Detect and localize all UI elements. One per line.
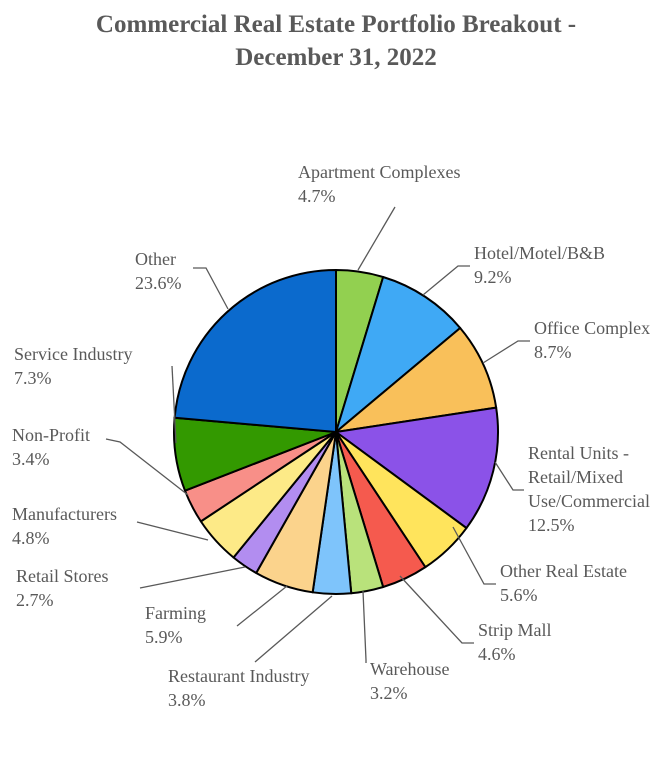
data-label-retail-stores: Retail Stores 2.7% — [16, 566, 109, 610]
leader-line-farming — [236, 585, 288, 627]
slice-office-complex — [335, 326, 498, 433]
data-label-percent: 12.5% — [528, 515, 575, 535]
data-label-other: Other 23.6% — [135, 249, 182, 293]
slice-rental-units-retail-mixed-use-commercial — [335, 406, 499, 530]
data-label-percent: 8.7% — [534, 342, 572, 362]
leader-line-manufacturers — [136, 521, 209, 541]
leader-line-retail-stores — [139, 566, 246, 589]
slice-other — [173, 269, 337, 433]
chart-title: Commercial Real Estate Portfolio Breakou… — [0, 8, 672, 74]
data-label-category: Apartment Complexes — [298, 162, 460, 182]
data-label-percent: 3.8% — [168, 690, 206, 710]
leader-line-other — [193, 267, 229, 310]
data-label-category: Service Industry — [14, 344, 132, 364]
data-label-warehouse: Warehouse 3.2% — [370, 659, 450, 703]
leader-line-apartment-complexes — [357, 206, 396, 271]
data-label-percent: 9.2% — [474, 267, 512, 287]
leader-line-rental-units-retail-mixed-use-commercial — [494, 461, 524, 491]
slice-hotel-motel-b-b — [335, 276, 462, 433]
data-label-percent: 3.4% — [12, 449, 50, 469]
data-label-other-real-estate: Other Real Estate 5.6% — [500, 561, 627, 605]
data-label-category: Farming — [145, 603, 206, 623]
leader-line-strip-mall — [399, 575, 474, 644]
chart-title-line-1: Commercial Real Estate Portfolio Breakou… — [95, 11, 577, 38]
data-label-category: Other Real Estate — [500, 561, 627, 581]
data-label-category: Manufacturers — [12, 504, 117, 524]
data-label-hotel-motel-b-b: Hotel/Motel/B&B 9.2% — [474, 243, 605, 287]
data-label-strip-mall: Strip Mall 4.6% — [478, 620, 552, 664]
data-label-percent: 4.8% — [12, 528, 50, 548]
data-label-category: Use/Commercial — [528, 491, 650, 511]
data-label-service-industry: Service Industry 7.3% — [14, 344, 132, 388]
leader-line-restaurant-industry — [254, 595, 333, 663]
leader-line-service-industry — [171, 365, 177, 444]
data-label-category: Retail Stores — [16, 566, 109, 586]
data-label-percent: 23.6% — [135, 273, 182, 293]
data-label-restaurant-industry: Restaurant Industry 3.8% — [168, 666, 309, 710]
data-label-farming: Farming 5.9% — [145, 603, 206, 647]
data-label-percent: 3.2% — [370, 683, 408, 703]
data-label-non-profit: Non-Profit 3.4% — [12, 425, 90, 469]
data-label-manufacturers: Manufacturers 4.8% — [12, 504, 117, 548]
chart-title-line-2: December 31, 2022 — [235, 44, 437, 71]
leader-line-non-profit — [105, 438, 189, 496]
data-label-percent: 7.3% — [14, 368, 52, 388]
data-label-category: Hotel/Motel/B&B — [474, 243, 605, 263]
leader-line-warehouse — [362, 590, 367, 663]
data-label-category: Non-Profit — [12, 425, 90, 445]
data-label-category: Restaurant Industry — [168, 666, 309, 686]
data-label-percent: 4.6% — [478, 644, 516, 664]
data-label-percent: 4.7% — [298, 186, 336, 206]
data-label-category: Office Complex — [534, 318, 650, 338]
data-label-rental-units-retail-mixed-use-commercial: Rental Units - Retail/Mixed Use/Commercial… — [528, 443, 650, 535]
data-label-category: Rental Units - — [528, 443, 629, 463]
data-label-percent: 2.7% — [16, 590, 54, 610]
data-label-category: Strip Mall — [478, 620, 552, 640]
data-label-percent: 5.9% — [145, 627, 183, 647]
leader-line-hotel-motel-b-b — [422, 265, 470, 296]
leader-line-other-real-estate — [452, 526, 496, 585]
data-label-category: Other — [135, 249, 176, 269]
data-label-office-complex: Office Complex 8.7% — [534, 318, 650, 362]
data-label-category: Warehouse — [370, 659, 450, 679]
data-label-category: Retail/Mixed — [528, 467, 623, 487]
data-label-percent: 5.6% — [500, 585, 538, 605]
leader-line-office-complex — [482, 340, 530, 364]
data-label-apartment-complexes: Apartment Complexes 4.7% — [298, 162, 460, 206]
